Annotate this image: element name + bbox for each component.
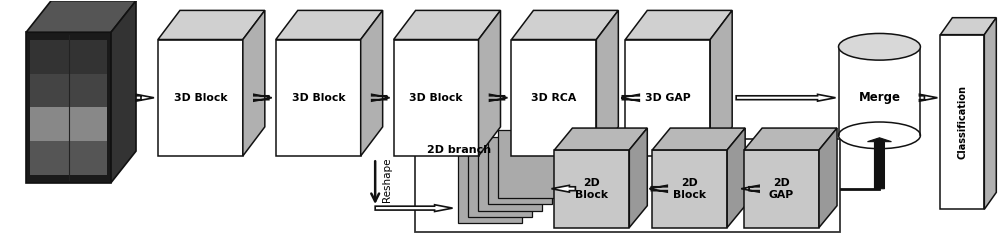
- Polygon shape: [940, 35, 984, 209]
- Polygon shape: [488, 137, 552, 204]
- Text: 2D
GAP: 2D GAP: [769, 178, 794, 200]
- Polygon shape: [710, 10, 732, 156]
- Polygon shape: [468, 149, 532, 217]
- Polygon shape: [498, 131, 562, 198]
- Text: Classification: Classification: [957, 85, 967, 159]
- Ellipse shape: [839, 122, 920, 149]
- Polygon shape: [819, 128, 837, 228]
- Polygon shape: [839, 47, 920, 135]
- Text: 3D Block: 3D Block: [174, 93, 227, 103]
- Polygon shape: [394, 10, 500, 40]
- Polygon shape: [744, 150, 819, 228]
- Polygon shape: [276, 40, 361, 156]
- Text: 2D branch: 2D branch: [427, 145, 491, 155]
- Polygon shape: [551, 185, 575, 192]
- Polygon shape: [621, 94, 639, 101]
- Polygon shape: [30, 40, 107, 74]
- Polygon shape: [479, 10, 500, 156]
- Polygon shape: [736, 94, 836, 101]
- Polygon shape: [919, 94, 937, 101]
- Text: 2D
Block: 2D Block: [575, 178, 608, 200]
- Polygon shape: [511, 40, 596, 156]
- Polygon shape: [652, 128, 745, 150]
- Polygon shape: [727, 128, 745, 228]
- Polygon shape: [625, 10, 732, 40]
- Text: Merge: Merge: [858, 91, 900, 104]
- Text: 3D GAP: 3D GAP: [645, 93, 691, 103]
- Polygon shape: [744, 128, 837, 150]
- Polygon shape: [243, 10, 265, 156]
- Ellipse shape: [839, 33, 920, 60]
- Polygon shape: [375, 205, 453, 212]
- Polygon shape: [30, 107, 107, 141]
- Polygon shape: [596, 10, 618, 156]
- Polygon shape: [625, 40, 710, 156]
- FancyBboxPatch shape: [415, 139, 840, 232]
- Polygon shape: [30, 141, 107, 175]
- Polygon shape: [372, 94, 390, 101]
- Polygon shape: [652, 150, 727, 228]
- Polygon shape: [511, 10, 618, 40]
- Polygon shape: [111, 1, 136, 183]
- Text: Reshape: Reshape: [382, 157, 392, 202]
- Polygon shape: [741, 185, 759, 192]
- Polygon shape: [490, 94, 507, 101]
- Polygon shape: [649, 185, 667, 192]
- Polygon shape: [26, 32, 111, 183]
- Text: 3D Block: 3D Block: [409, 93, 463, 103]
- Polygon shape: [158, 10, 265, 40]
- Polygon shape: [629, 128, 647, 228]
- Polygon shape: [458, 155, 522, 223]
- Polygon shape: [478, 143, 542, 211]
- Text: 2D
Block: 2D Block: [673, 178, 706, 200]
- Polygon shape: [867, 138, 891, 189]
- Polygon shape: [30, 74, 107, 107]
- Polygon shape: [554, 128, 647, 150]
- Polygon shape: [554, 150, 629, 228]
- Polygon shape: [394, 40, 479, 156]
- Polygon shape: [361, 10, 383, 156]
- Polygon shape: [136, 94, 154, 101]
- Polygon shape: [26, 1, 136, 32]
- Polygon shape: [158, 40, 243, 156]
- Polygon shape: [940, 18, 996, 35]
- Polygon shape: [254, 94, 272, 101]
- Polygon shape: [984, 18, 996, 209]
- Polygon shape: [276, 10, 383, 40]
- Text: 3D RCA: 3D RCA: [531, 93, 577, 103]
- Text: 3D Block: 3D Block: [292, 93, 345, 103]
